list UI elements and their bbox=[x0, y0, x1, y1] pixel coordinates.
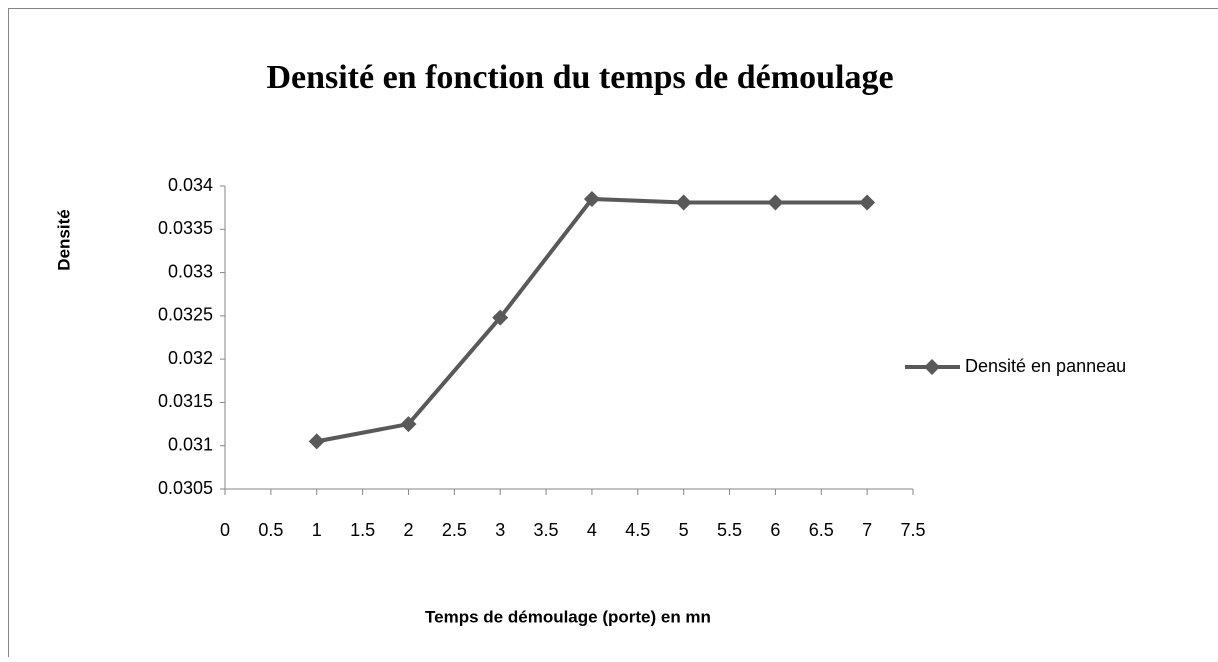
x-tick-label: 0.5 bbox=[258, 520, 283, 540]
y-tick-label: 0.031 bbox=[168, 434, 213, 454]
chart-frame bbox=[9, 9, 1218, 658]
x-tick-label: 4.5 bbox=[625, 520, 650, 540]
y-tick-label: 0.033 bbox=[168, 261, 213, 281]
y-tick-label: 0.0325 bbox=[158, 305, 213, 325]
data-point bbox=[767, 194, 783, 210]
legend-label: Densité en panneau bbox=[965, 356, 1126, 376]
y-tick-label: 0.034 bbox=[168, 175, 213, 195]
x-tick-label: 7 bbox=[862, 520, 872, 540]
x-tick-label: 6 bbox=[770, 520, 780, 540]
data-line bbox=[317, 199, 867, 441]
x-tick-label: 3.5 bbox=[534, 520, 559, 540]
legend-marker bbox=[924, 359, 940, 375]
y-tick-label: 0.0305 bbox=[158, 478, 213, 498]
data-point bbox=[676, 194, 692, 210]
x-tick-label: 5 bbox=[679, 520, 689, 540]
x-tick-label: 4 bbox=[587, 520, 597, 540]
x-tick-label: 5.5 bbox=[717, 520, 742, 540]
x-tick-label: 2 bbox=[403, 520, 413, 540]
x-tick-label: 3 bbox=[495, 520, 505, 540]
chart-title: Densité en fonction du temps de démoulag… bbox=[266, 59, 893, 96]
x-tick-label: 1 bbox=[312, 520, 322, 540]
y-axis-label: Densité bbox=[54, 209, 73, 270]
x-tick-label: 0 bbox=[220, 520, 230, 540]
x-tick-label: 6.5 bbox=[809, 520, 834, 540]
x-axis-label: Temps de démoulage (porte) en mn bbox=[425, 607, 711, 626]
data-point bbox=[859, 194, 875, 210]
y-tick-label: 0.0335 bbox=[158, 218, 213, 238]
y-tick-label: 0.0315 bbox=[158, 391, 213, 411]
y-tick-label: 0.032 bbox=[168, 348, 213, 368]
x-tick-label: 1.5 bbox=[350, 520, 375, 540]
x-tick-label: 2.5 bbox=[442, 520, 467, 540]
data-point bbox=[309, 433, 325, 449]
x-tick-label: 7.5 bbox=[900, 520, 925, 540]
